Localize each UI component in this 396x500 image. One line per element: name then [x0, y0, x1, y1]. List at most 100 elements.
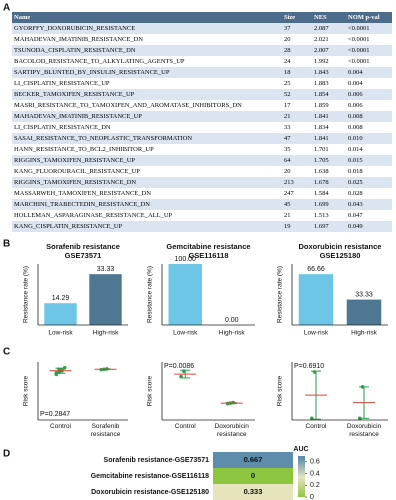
x-tick-label: High-risk: [351, 330, 377, 337]
table-cell: 247: [284, 190, 294, 197]
value-label: 33.33: [97, 266, 115, 273]
table-cell: RIGGINS_TAMOXIFEN_RESISTANCE_DN: [12, 177, 282, 188]
table-cell: 0.008: [346, 111, 392, 122]
colorbar-tick-label: 0: [310, 494, 314, 500]
table-cell: 25: [284, 80, 291, 87]
table-row: BECKER_TAMOXIFEN_RESISTANCE_UP 52 1.854 0.0…: [12, 89, 392, 100]
panel-label: B: [3, 239, 10, 250]
data-point: [54, 371, 59, 375]
header-cell: Name: [12, 12, 282, 23]
annotation: P=0.2847: [40, 411, 70, 418]
table-row: HOLLEMAN_ASPARAGINASE_RESISTANCE_ALL_UP 2…: [12, 210, 392, 221]
table-cell: 52: [282, 89, 312, 100]
table-cell: 20: [284, 36, 291, 43]
x-tick-label: Low-risk: [48, 330, 73, 337]
colorbar-tick-label: 0.4: [310, 470, 320, 477]
x-tick-label: Low-risk: [173, 330, 198, 337]
table-cell: 18: [282, 67, 312, 78]
table-row: LI_CISPLATIN_RESISTANCE_DN 33 1.834 0.008: [12, 122, 392, 133]
heatmap-cell: [213, 452, 293, 468]
table-cell: 2.021: [314, 36, 329, 43]
table-row: LI_CISPLATIN_RESISTANCE_UP 25 1.883 0.004: [12, 78, 392, 89]
data-point: [182, 369, 186, 373]
cell-label: 0: [251, 471, 255, 480]
header-cell: NES: [312, 12, 346, 23]
x-tick-label: High-risk: [93, 330, 119, 337]
table-cell: BECKER_TAMOXIFEN_RESISTANCE_UP: [12, 89, 282, 100]
annotation: P=0.0086: [164, 363, 194, 370]
table-cell: LI_CISPLATIN_RESISTANCE_UP: [14, 80, 110, 87]
table-cell: 0.028: [348, 190, 363, 197]
chart-title: Gemcitabine resistance: [166, 242, 250, 251]
table-cell: LI_CISPLATIN_RESISTANCE_DN: [14, 124, 111, 131]
colorbar: [298, 456, 305, 497]
table-cell: <0.0001: [346, 45, 392, 56]
table-cell: <0.0001: [348, 58, 370, 65]
table-cell: BACOLOD_RESISTANCE_TO_ALKYLATING_AGENTS_…: [14, 58, 185, 65]
chart-subtitle: GSE125180: [320, 251, 361, 260]
table-cell: GYORFFY_DOXORUBICIN_RESISTANCE: [12, 23, 282, 34]
table-cell: 0.004: [348, 80, 363, 87]
x-tick-label: Low-risk: [304, 330, 329, 337]
table-row: MAHADEVAN_IMATINIB_RESISTANCE_DN 20 2.021 <…: [12, 34, 392, 45]
colorbar-tick-label: 0.2: [310, 482, 320, 489]
table-row: TSUNODA_CISPLATIN_RESISTANCE_DN 28 2.007 <0…: [12, 45, 392, 56]
bar: [168, 264, 202, 325]
table-cell: 47: [282, 133, 312, 144]
table-cell: 1.678: [312, 177, 346, 188]
table-cell: 0.008: [348, 124, 363, 131]
table-row: RIGGINS_TAMOXIFEN_RESISTANCE_UP 64 1.705 0.…: [12, 155, 392, 166]
table-cell: SASAI_RESISTANCE_TO_NEOPLASTIC_TRANSFORM…: [12, 133, 282, 144]
table-row: BACOLOD_RESISTANCE_TO_ALKYLATING_AGENTS_…: [12, 56, 392, 67]
table-cell: 0.014: [348, 146, 363, 153]
table-cell: 0.047: [348, 212, 363, 219]
colorbar-title: AUC: [293, 446, 308, 453]
table-cell: 0.025: [346, 177, 392, 188]
table-row: MASRI_RESISTANCE_TO_TAMOXIFEN_AND_AROMAT…: [12, 100, 392, 111]
y-axis-label: Resistance rate (%): [23, 266, 30, 323]
header-cell: Size: [282, 12, 312, 23]
table-cell: 21: [282, 111, 312, 122]
table-cell: 20: [284, 168, 291, 175]
chart-title: Doxorubicin resistance: [299, 242, 382, 251]
table-cell: 1.854: [312, 89, 346, 100]
y-axis-label: Risk score: [277, 375, 284, 406]
row-label: Doxorubicin resistance-GSE125180: [91, 489, 209, 496]
table-cell: 1.841: [312, 111, 346, 122]
table-row: MARCHINI_TRABECTEDIN_RESISTANCE_DN 45 1.69…: [12, 199, 392, 210]
table-row: SARTIPY_BLUNTED_BY_INSULIN_RESISTANCE_UP…: [12, 67, 392, 78]
table-cell: 19: [282, 221, 312, 232]
table-cell: HOLLEMAN_ASPARAGINASE_RESISTANCE_ALL_UP: [14, 212, 173, 219]
value-label: 66.66: [307, 266, 325, 273]
bar: [44, 303, 77, 325]
data-point: [360, 385, 365, 389]
table-cell: 1.705: [312, 155, 346, 166]
x-tick-label: Control: [174, 423, 196, 430]
row-label: Gemcitabine resistance-GSE116118: [91, 473, 209, 480]
table-cell: 45: [282, 199, 312, 210]
table-cell: 0.043: [346, 199, 392, 210]
value-label: 100.00: [175, 256, 197, 263]
value-label: 0.00: [225, 317, 239, 324]
data-point: [312, 370, 317, 374]
heatmap-cell: [213, 468, 293, 484]
table-cell: 2.007: [312, 45, 346, 56]
table-header: Name Size NES NOM p-val: [12, 12, 392, 23]
table-cell: 0.004: [346, 67, 392, 78]
table-cell: 0.015: [346, 155, 392, 166]
table-cell: 1.638: [314, 168, 329, 175]
panel-label: C: [3, 347, 10, 358]
table-cell: 1.843: [312, 67, 346, 78]
table-row: KANG_CISPLATIN_RESISTANCE_UP 19 1.697 0.049: [12, 221, 392, 232]
table-cell: TSUNODA_CISPLATIN_RESISTANCE_DN: [12, 45, 282, 56]
colorbar-tick-label: 0.6: [310, 459, 320, 466]
table-cell: MASRI_RESISTANCE_TO_TAMOXIFEN_AND_AROMAT…: [14, 102, 242, 109]
table-cell: 1.697: [312, 221, 346, 232]
x-tick-label: High-risk: [219, 330, 245, 337]
cell-label: 0.333: [244, 487, 263, 496]
bar: [298, 274, 334, 325]
table-cell: 35: [284, 146, 291, 153]
chart-subtitle: GSE73571: [65, 251, 102, 260]
